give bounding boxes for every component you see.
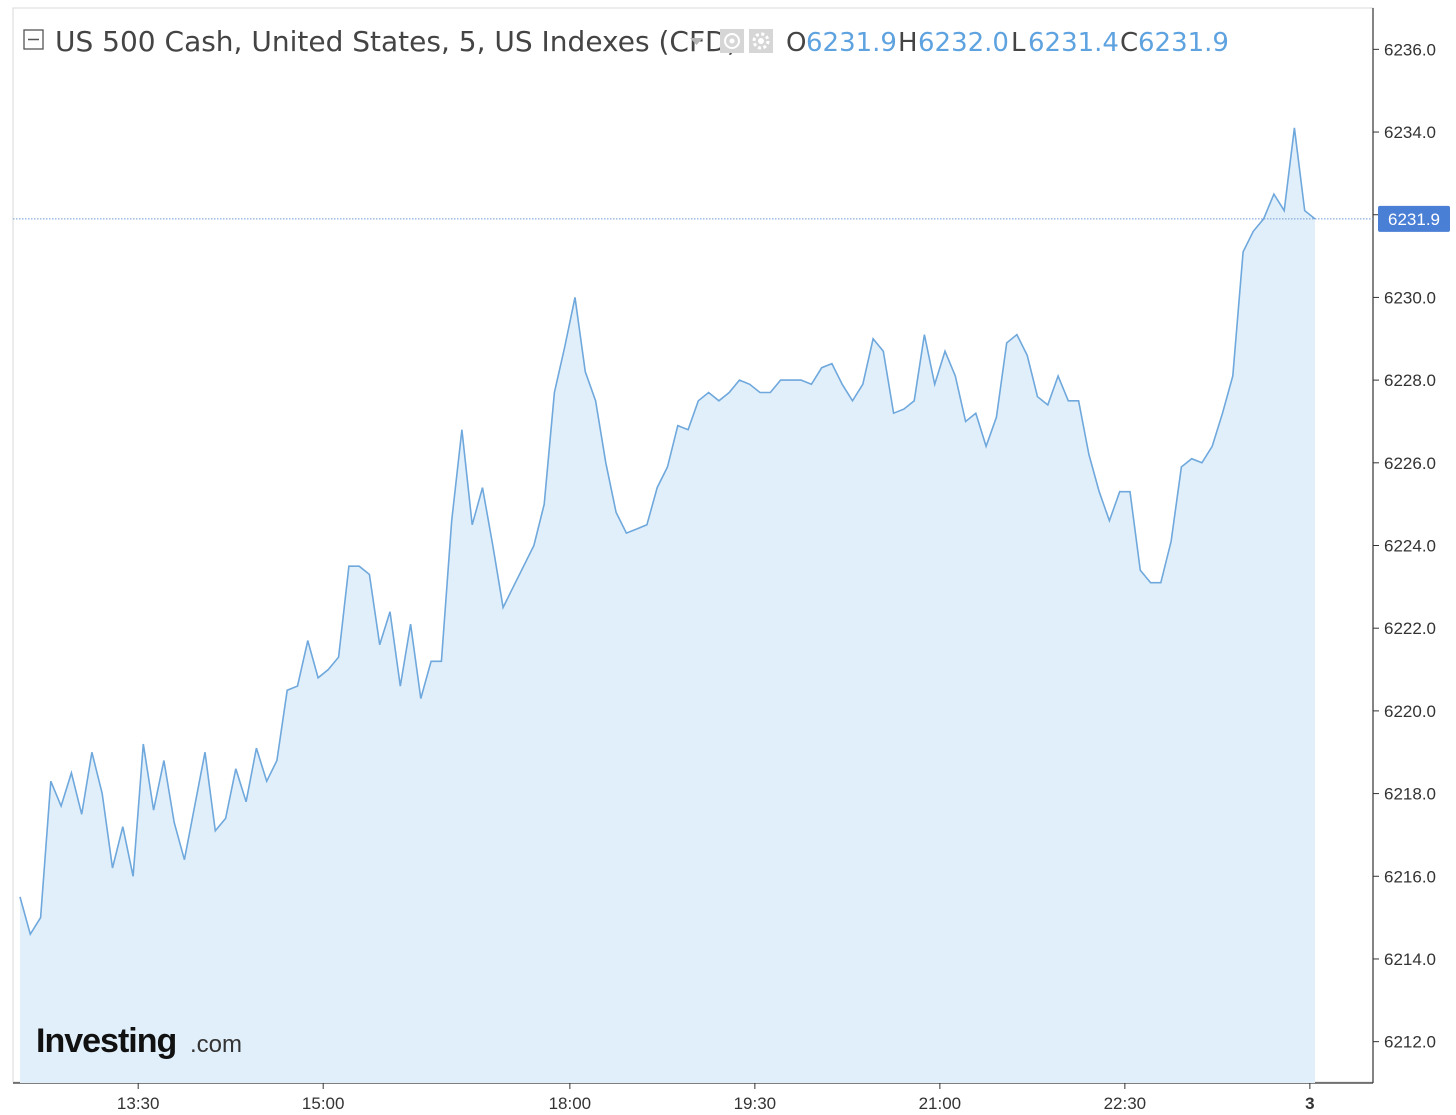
price-line — [19, 127, 1316, 937]
ohlc-high-label: H — [898, 28, 918, 58]
y-tick-label: 6228.0 — [1384, 371, 1436, 390]
x-tick-label: 3 — [1305, 1094, 1314, 1113]
ohlc-low-value: 6231.4 — [1028, 28, 1119, 58]
y-tick-label: 6224.0 — [1384, 537, 1436, 556]
y-tick-label: 6230.0 — [1384, 288, 1436, 307]
y-tick-label: 6222.0 — [1384, 619, 1436, 638]
logo-brand: Investing — [36, 1022, 176, 1060]
eye-icon[interactable] — [720, 29, 744, 53]
y-tick-label: 6220.0 — [1384, 702, 1436, 721]
y-tick-label: 6226.0 — [1384, 454, 1436, 473]
last-price-value: 6231.9 — [1388, 210, 1440, 229]
chart-legend: US 500 Cash, United States, 5, US Indexe… — [23, 25, 1229, 58]
y-tick-label: 6214.0 — [1384, 950, 1436, 969]
x-tick-label: 22:30 — [1104, 1094, 1147, 1113]
ohlc-close-label: C — [1120, 28, 1138, 58]
ohlc-open-label: O — [786, 28, 806, 58]
x-tick-label: 18:00 — [549, 1094, 592, 1113]
y-tick-label: 6216.0 — [1384, 867, 1436, 886]
investing-logo: Investing .com — [36, 1022, 242, 1060]
y-tick-label: 6218.0 — [1384, 785, 1436, 804]
y-tick-label: 6236.0 — [1384, 40, 1436, 59]
x-tick-label: 15:00 — [302, 1094, 345, 1113]
x-tick-label: 13:30 — [117, 1094, 160, 1113]
chart-title: US 500 Cash, United States, 5, US Indexe… — [55, 25, 738, 58]
dropdown-chevron-icon[interactable] — [690, 38, 703, 45]
last-price-badge: 6231.9 — [1378, 205, 1450, 232]
x-tick-label: 19:30 — [734, 1094, 777, 1113]
area-fill — [20, 127, 1315, 1083]
area-series — [19, 127, 1316, 1083]
ohlc-open-value: 6231.9 — [806, 28, 897, 58]
ohlc-low-label: L — [1011, 28, 1026, 58]
ohlc-high-value: 6232.0 — [918, 28, 1009, 58]
ohlc-close-value: 6231.9 — [1138, 28, 1229, 58]
y-axis-ticks: 6212.0 6214.0 6216.0 6218.0 6220.0 6222.0 6224… — [1373, 40, 1436, 1052]
y-tick-label: 6234.0 — [1384, 123, 1436, 142]
x-tick-label: 21:00 — [919, 1094, 962, 1113]
logo-suffix: .com — [190, 1031, 242, 1058]
gear-icon[interactable] — [749, 29, 773, 53]
x-axis-ticks: 13:30 15:00 18:00 19:30 21:00 22:30 3 — [117, 1083, 1315, 1113]
y-tick-label: 6212.0 — [1384, 1033, 1436, 1052]
